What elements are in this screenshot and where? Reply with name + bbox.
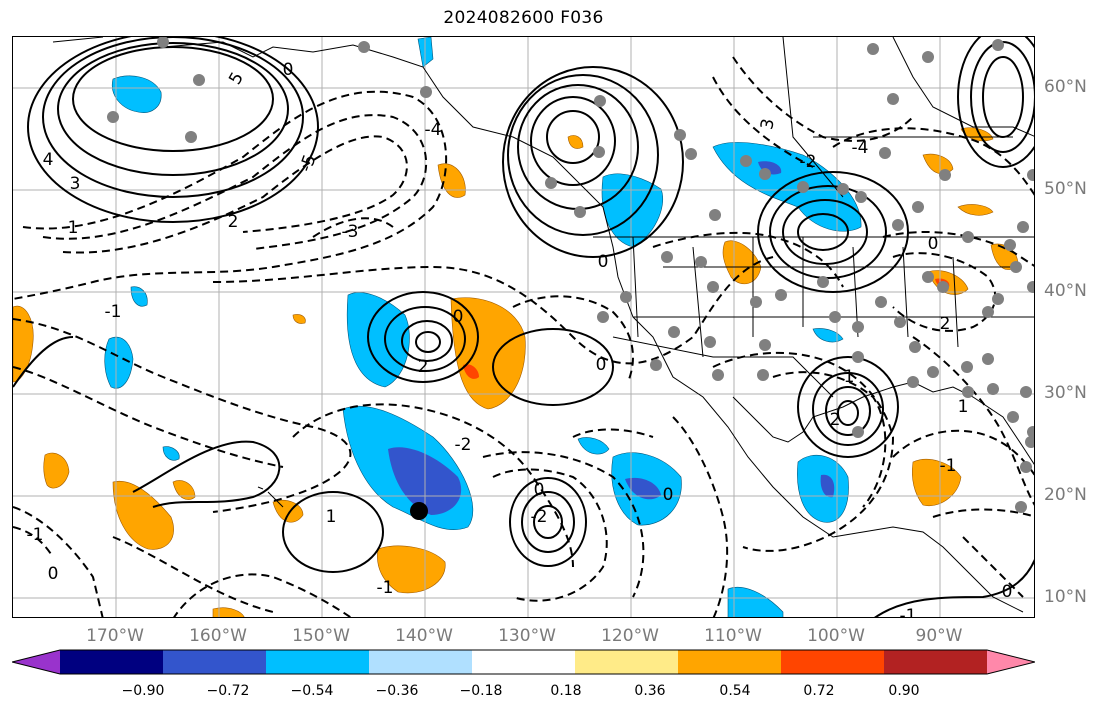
positive-anomaly-shading [13, 127, 1019, 617]
contour-label: 1 [958, 397, 969, 417]
negative-contours [13, 56, 1034, 617]
highlight-point [410, 502, 428, 520]
colorbar-segment [472, 650, 576, 674]
latitude-label: 20°N [1044, 485, 1087, 505]
longitude-label: 120°W [601, 626, 659, 646]
map-title: 2024082600 F036 [443, 8, 604, 28]
colorbar-tick-label: 0.36 [634, 683, 666, 699]
positive-contours [13, 37, 1034, 617]
latitude-label: 40°N [1044, 281, 1087, 301]
station-dots [107, 37, 1034, 513]
colorbar-outline [12, 649, 1035, 675]
contour-label: 2 [830, 410, 841, 430]
longitude-label: 110°W [704, 626, 762, 646]
contour-label: 0 [663, 485, 674, 505]
longitude-label: 130°W [498, 626, 556, 646]
contour-label: 2 [418, 357, 429, 377]
contour-label: 0 [596, 355, 607, 375]
colorbar-tick-label: −0.72 [206, 683, 250, 699]
contour-label: -3 [342, 222, 359, 242]
colorbar-tick-label: 0.90 [888, 683, 920, 699]
colorbar-segment [781, 650, 885, 674]
latitude-label: 10°N [1044, 587, 1087, 607]
colorbar-tick-label: −0.54 [290, 683, 334, 699]
map-panel[interactable]: 5 4 3 2 1 0 -1 -2 -3 -4 -5 2 1 0 -2 -1 3… [12, 36, 1035, 618]
colorbar-tick-label: 0.72 [803, 683, 835, 699]
contour-label: -1 [27, 525, 44, 545]
contour-label: 1 [68, 218, 79, 238]
contour-label: 2 [940, 314, 951, 334]
longitude-label: 90°W [915, 626, 963, 646]
contour-label: -1 [940, 456, 957, 476]
colorbar-tick-label: −0.36 [375, 683, 419, 699]
contour-label: 0 [1002, 582, 1013, 602]
contour-label: 3 [757, 117, 779, 131]
longitude-label: 150°W [292, 626, 350, 646]
contour-label: -1 [900, 606, 917, 618]
contour-label: -1 [377, 578, 394, 598]
contour-label: -2 [800, 152, 817, 172]
map-canvas: 5 4 3 2 1 0 -1 -2 -3 -4 -5 2 1 0 -2 -1 3… [13, 37, 1034, 618]
colorbar-segment [369, 650, 473, 674]
colorbar-segment [266, 650, 370, 674]
colorbar-segment [884, 650, 988, 674]
colorbar-extend-high [987, 650, 1035, 674]
latitude-label: 30°N [1044, 383, 1087, 403]
colorbar-segment [163, 650, 267, 674]
contour-label: 0 [598, 252, 609, 272]
contour-label: 3 [70, 174, 81, 194]
contour-labels: 5 4 3 2 1 0 -1 -2 -3 -4 -5 2 1 0 -2 -1 3… [27, 60, 1013, 618]
latitude-label: 60°N [1044, 77, 1087, 97]
colorbar-extend-low [12, 650, 60, 674]
colorbar [12, 649, 1035, 675]
contour-label: 1 [844, 367, 855, 387]
longitude-label: 160°W [189, 626, 247, 646]
graticule [13, 37, 1034, 617]
contour-label: 1 [326, 507, 337, 527]
contour-label: -2 [531, 507, 548, 527]
contour-label: 0 [928, 234, 939, 254]
colorbar-tick-label: 0.18 [550, 683, 582, 699]
strong-positive-shading [463, 278, 950, 379]
contour-label: 2 [228, 212, 239, 232]
contour-label: 0 [534, 480, 545, 500]
contour-label: -5 [296, 152, 321, 175]
contour-label: -1 [105, 302, 122, 322]
contour-label: 0 [283, 60, 294, 80]
colorbar-tick-label: 0.54 [719, 683, 751, 699]
colorbar-segment [575, 650, 679, 674]
contour-label: 0 [48, 564, 59, 584]
colorbar-segment [60, 650, 164, 674]
longitude-label: 170°W [86, 626, 144, 646]
contour-label: 5 [225, 69, 248, 88]
contour-label: -2 [455, 435, 472, 455]
latitude-label: 50°N [1044, 179, 1087, 199]
longitude-label: 140°W [395, 626, 453, 646]
contour-label: -4 [425, 120, 442, 140]
longitude-label: 100°W [807, 626, 865, 646]
contour-label: 4 [43, 150, 54, 170]
colorbar-tick-label: −0.18 [459, 683, 503, 699]
contour-label: 0 [453, 307, 464, 327]
colorbar-segment [678, 650, 782, 674]
contour-label: -4 [852, 138, 869, 158]
colorbar-tick-label: −0.90 [121, 683, 165, 699]
